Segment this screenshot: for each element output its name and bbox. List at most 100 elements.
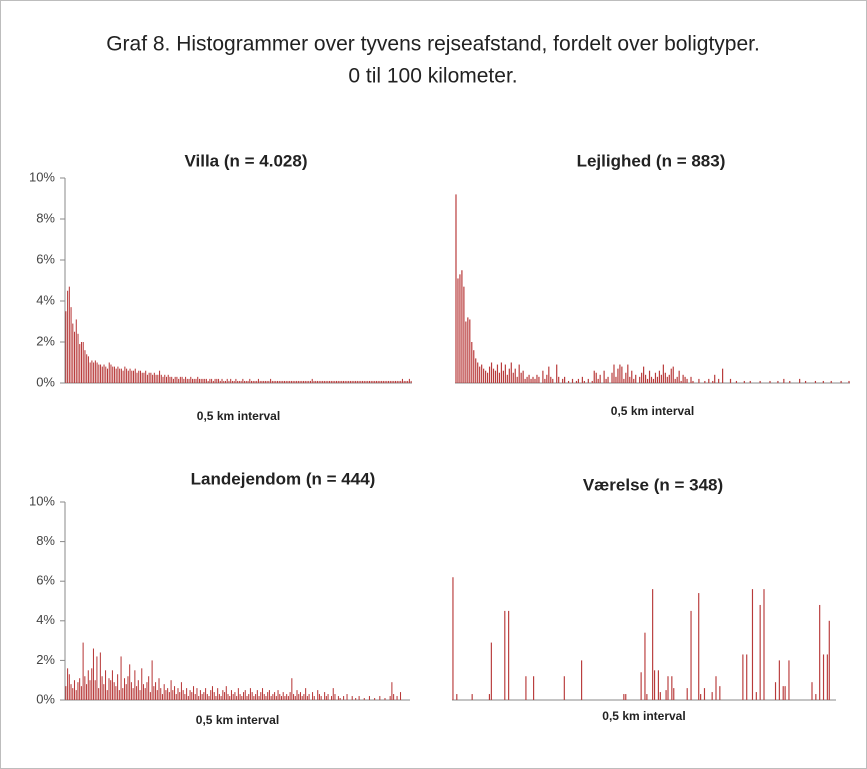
bar — [658, 370, 661, 383]
y-tick-label: 2% — [36, 333, 55, 348]
bar — [222, 690, 224, 700]
bar — [270, 378, 272, 383]
bar — [98, 364, 100, 383]
bar — [456, 694, 458, 700]
bar — [389, 696, 391, 700]
bar — [101, 676, 103, 700]
bar — [367, 380, 369, 383]
bar — [174, 686, 176, 700]
bar — [127, 676, 129, 700]
bar — [103, 364, 105, 383]
bar — [500, 362, 503, 383]
bar — [759, 380, 761, 383]
bar — [75, 319, 77, 383]
bar — [70, 307, 72, 383]
bar — [652, 589, 654, 700]
bar — [506, 374, 508, 383]
bar — [214, 378, 216, 383]
bar — [633, 378, 635, 383]
bar — [657, 670, 659, 700]
bar — [219, 380, 221, 383]
bar — [79, 344, 81, 383]
bar — [186, 688, 188, 700]
bar — [74, 331, 76, 383]
bar — [488, 694, 491, 700]
bar — [485, 370, 487, 383]
bar — [514, 368, 516, 383]
bar — [207, 380, 209, 383]
bar — [290, 380, 292, 383]
bar — [148, 372, 150, 383]
bar — [305, 688, 307, 700]
bar — [334, 694, 336, 700]
bar — [759, 604, 761, 700]
bar — [127, 370, 129, 383]
bar — [163, 684, 165, 700]
bar — [208, 696, 210, 700]
bar — [238, 380, 240, 383]
bar — [504, 610, 506, 700]
bar — [93, 362, 95, 383]
bar — [184, 694, 186, 700]
bar — [496, 364, 499, 383]
panel-title: Landejendom (n = 444) — [191, 469, 376, 488]
bar — [153, 686, 155, 700]
bar — [136, 372, 138, 383]
bar — [660, 374, 662, 383]
x-axis-label: 0,5 km interval — [602, 709, 685, 723]
bar — [210, 690, 212, 700]
bar — [317, 690, 319, 700]
bar — [72, 323, 74, 383]
bar — [479, 366, 481, 383]
bar — [158, 678, 160, 700]
bar — [650, 376, 653, 383]
bar — [82, 342, 84, 383]
bar — [187, 696, 189, 700]
bar — [136, 686, 138, 700]
bar — [811, 682, 813, 700]
bar — [297, 380, 299, 383]
bar — [204, 378, 206, 383]
bar — [389, 380, 391, 383]
bar — [235, 378, 237, 383]
bar — [384, 380, 386, 383]
bar — [201, 694, 203, 700]
bar — [377, 380, 379, 383]
bar — [146, 374, 148, 383]
bar — [197, 376, 199, 383]
bar — [86, 684, 88, 700]
bar — [236, 696, 238, 700]
bar — [308, 694, 310, 700]
bar — [469, 319, 471, 383]
bar — [167, 688, 169, 700]
bar — [153, 372, 155, 383]
bar — [587, 378, 589, 383]
bar — [605, 378, 607, 383]
bar — [534, 378, 536, 383]
bar — [65, 686, 67, 700]
bar — [358, 380, 360, 383]
bar — [703, 688, 706, 700]
bar — [284, 696, 286, 700]
bar — [623, 694, 625, 700]
bar — [108, 678, 110, 700]
bar — [111, 670, 113, 700]
bar — [684, 376, 686, 383]
bar — [141, 668, 143, 700]
bar — [267, 692, 269, 700]
bar — [815, 694, 817, 700]
bar — [243, 692, 245, 700]
bar — [646, 378, 649, 383]
bar — [715, 676, 717, 700]
bar — [379, 380, 381, 383]
bar — [564, 376, 566, 383]
bar — [199, 690, 201, 700]
bar — [481, 364, 483, 383]
bar — [72, 688, 74, 700]
bar — [374, 698, 376, 700]
bar — [407, 380, 409, 383]
bar — [623, 378, 625, 383]
bar — [463, 286, 465, 383]
